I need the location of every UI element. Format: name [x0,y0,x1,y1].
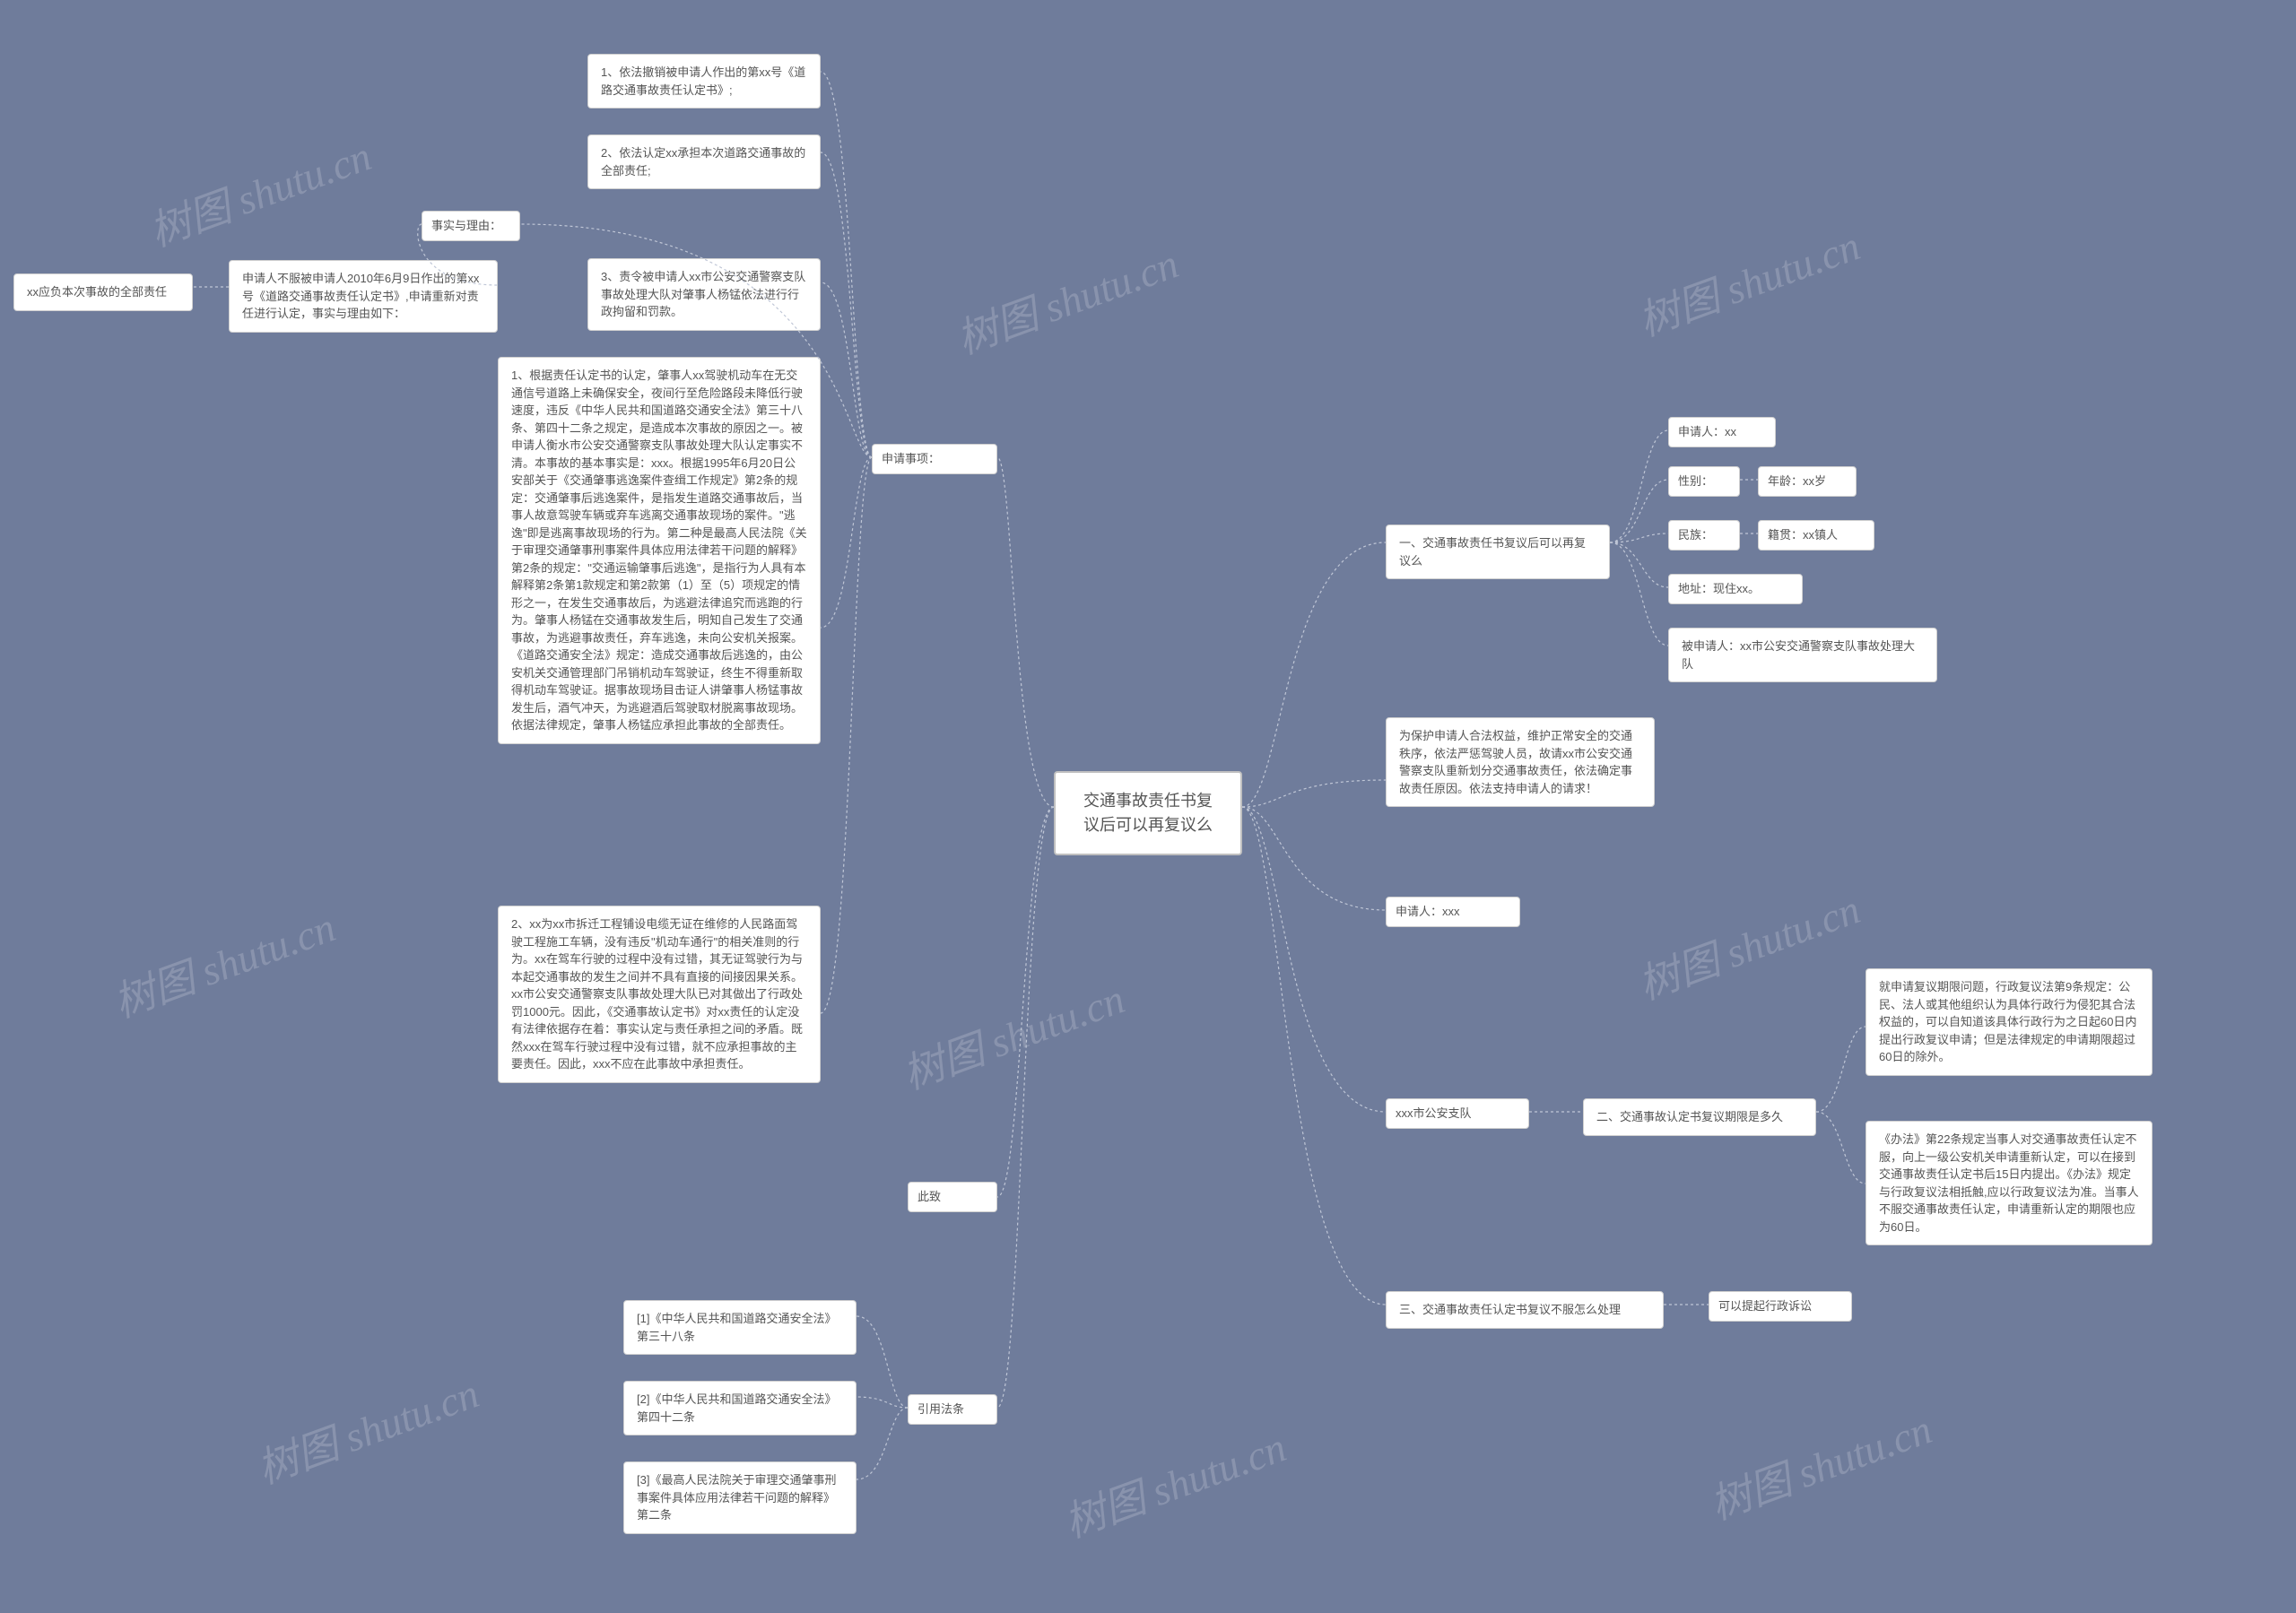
watermark: 树图 shutu.cn [1629,213,1866,348]
origin: 籍贯：xx镇人 [1758,520,1874,551]
applicant-name: 申请人：xx [1668,417,1776,447]
center-topic: 交通事故责任书复议后可以再复议么 [1054,771,1242,855]
section-1-title: 一、交通事故责任书复议后可以再复议么 [1386,525,1610,579]
addr: 地址：现住xx。 [1668,574,1803,604]
watermark: 树图 shutu.cn [248,1361,485,1496]
law-label: 引用法条 [908,1394,997,1425]
watermark: 树图 shutu.cn [1700,1397,1938,1531]
facts-label: 事实与理由： [422,211,520,241]
request-label: 申请事项： [872,444,997,474]
section-2-p1: 就申请复议期限问题，行政复议法第9条规定：公民、法人或其他组织认为具体行政行为侵… [1866,968,2152,1076]
section-2-p2: 《办法》第22条规定当事人对交通事故责任认定不服，向上一级公安机关申请重新认定，… [1866,1121,2152,1245]
ethnic: 民族： [1668,520,1740,551]
full-responsibility: xx应负本次事故的全部责任 [13,273,193,311]
law-3: [3]《最高人民法院关于审理交通肇事刑事案件具体应用法律若干问题的解释》第二条 [623,1461,857,1534]
gender: 性别： [1668,466,1740,497]
item-2: 2、依法认定xx承担本次道路交通事故的全部责任; [587,134,821,189]
respondent: 被申请人：xx市公安交通警察支队事故处理大队 [1668,628,1937,682]
section-3-title: 三、交通事故责任认定书复议不服怎么处理 [1386,1291,1664,1329]
watermark: 树图 shutu.cn [893,967,1131,1101]
cizhi: 此致 [908,1182,997,1212]
item-3: 3、责令被申请人xx市公安交通警察支队事故处理大队对肇事人杨锰依法进行行政拘留和… [587,258,821,331]
long-2: 2、xx为xx市拆迁工程铺设电缆无证在维修的人民路面驾驶工程施工车辆，没有违反"… [498,906,821,1083]
section-3-ans: 可以提起行政诉讼 [1709,1291,1852,1322]
branch: xxx市公安支队 [1386,1098,1529,1129]
applicant-2: 申请人：xxx [1386,897,1520,927]
watermark: 树图 shutu.cn [1629,877,1866,1011]
watermark: 树图 shutu.cn [104,895,342,1029]
watermark: 树图 shutu.cn [947,231,1185,366]
watermark: 树图 shutu.cn [1055,1415,1292,1549]
law-1: [1]《中华人民共和国道路交通安全法》第三十八条 [623,1300,857,1355]
long-1: 1、根据责任认定书的认定，肇事人xx驾驶机动车在无交通信号道路上未确保安全，夜间… [498,357,821,744]
section-2-title: 二、交通事故认定书复议期限是多久 [1583,1098,1816,1136]
protect: 为保护申请人合法权益，维护正常安全的交通秩序，依法严惩驾驶人员，故请xx市公安交… [1386,717,1655,807]
law-2: [2]《中华人民共和国道路交通安全法》第四十二条 [623,1381,857,1435]
applicant-disagree: 申请人不服被申请人2010年6月9日作出的第xx号《道路交通事故责任认定书》,申… [229,260,498,333]
age: 年龄：xx岁 [1758,466,1857,497]
watermark: 树图 shutu.cn [140,124,378,258]
item-1: 1、依法撤销被申请人作出的第xx号《道路交通事故责任认定书》; [587,54,821,108]
